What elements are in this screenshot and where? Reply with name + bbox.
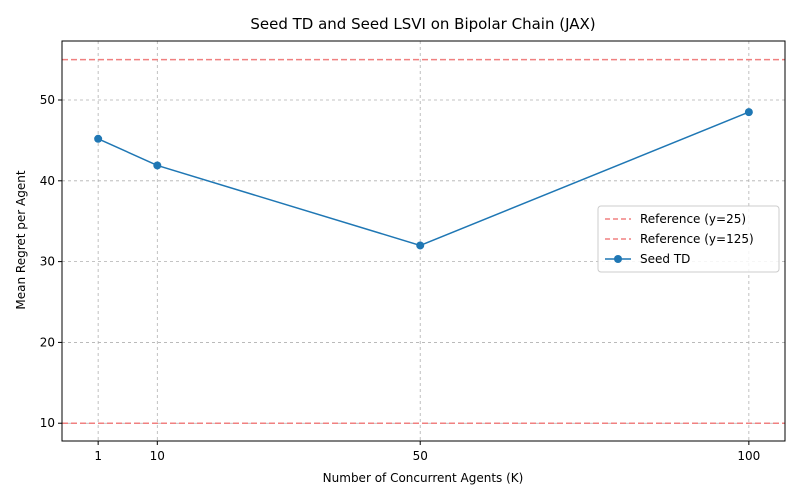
legend-box: [597, 205, 780, 273]
data-point: [94, 134, 103, 143]
data-point: [744, 108, 753, 117]
legend-entry-label: Seed TD: [640, 252, 690, 266]
data-point: [153, 161, 162, 170]
x-tick-label: 50: [413, 449, 428, 463]
y-axis-ticks: 10 20 30 40 50: [40, 93, 62, 430]
y-tick-label: 40: [40, 174, 55, 188]
chart-title: Seed TD and Seed LSVI on Bipolar Chain (…: [250, 15, 595, 33]
legend-entry-label: Reference (y=125): [640, 232, 754, 246]
data-point: [416, 241, 425, 250]
y-tick-label: 30: [40, 255, 55, 269]
series-layer: [94, 108, 753, 250]
x-axis-label: Number of Concurrent Agents (K): [323, 471, 524, 485]
y-tick-label: 10: [40, 416, 55, 430]
x-axis-ticks: 1 10 50 100: [94, 441, 760, 463]
series-line: [97, 111, 750, 247]
plot-frame: [61, 40, 786, 442]
x-tick-label: 10: [150, 449, 165, 463]
legend-entry-label: Reference (y=25): [640, 212, 746, 226]
legend: Reference (y=25) Reference (y=125) Seed TD: [597, 205, 780, 273]
y-axis-label: Mean Regret per Agent: [14, 170, 28, 309]
y-tick-label: 50: [40, 93, 55, 107]
legend-marker: [614, 255, 622, 263]
x-tick-label: 1: [94, 449, 102, 463]
reference-lines: [62, 58, 785, 424]
x-tick-label: 100: [737, 449, 760, 463]
y-tick-label: 20: [40, 335, 55, 349]
